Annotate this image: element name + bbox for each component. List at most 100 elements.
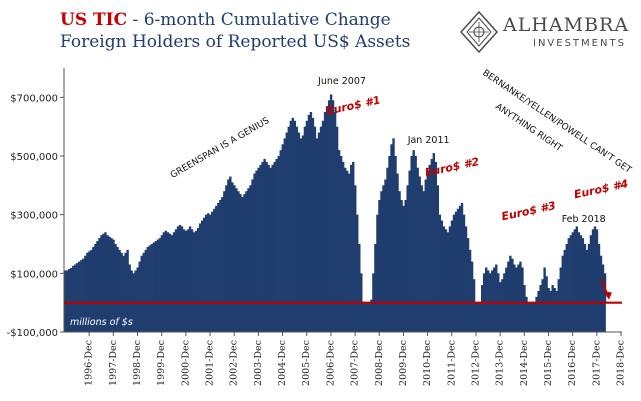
bar bbox=[487, 270, 490, 303]
bar bbox=[104, 232, 107, 303]
bar bbox=[444, 229, 448, 303]
bar bbox=[86, 252, 89, 303]
bar bbox=[420, 185, 423, 303]
bar bbox=[66, 270, 69, 303]
bar bbox=[271, 164, 274, 303]
bar bbox=[180, 226, 184, 303]
bar bbox=[166, 232, 170, 303]
bar bbox=[251, 179, 254, 303]
bar bbox=[513, 264, 516, 303]
bar bbox=[410, 156, 413, 303]
bar bbox=[261, 161, 264, 303]
bar bbox=[380, 191, 383, 303]
annotation-label: Jan 2011 bbox=[407, 135, 450, 146]
bar bbox=[545, 276, 548, 303]
bar bbox=[285, 132, 288, 303]
x-tick-label: 2010-Dec bbox=[422, 340, 433, 386]
bar bbox=[553, 288, 556, 303]
bar bbox=[565, 244, 568, 303]
bar bbox=[200, 220, 204, 303]
bar bbox=[462, 214, 466, 303]
x-tick-label: 1999-Dec bbox=[156, 340, 167, 386]
bar bbox=[74, 264, 77, 303]
bar bbox=[297, 132, 301, 303]
bar bbox=[88, 251, 91, 303]
units-note: millions of $s bbox=[70, 317, 133, 328]
bar bbox=[360, 273, 363, 303]
bar bbox=[158, 238, 162, 303]
bar bbox=[456, 208, 460, 303]
bar bbox=[309, 112, 313, 303]
bar bbox=[196, 227, 200, 303]
bar bbox=[569, 235, 572, 303]
bar bbox=[132, 273, 135, 303]
bar bbox=[126, 249, 129, 303]
bar bbox=[557, 279, 560, 303]
bar bbox=[82, 258, 85, 303]
bar bbox=[577, 232, 581, 303]
bar bbox=[293, 120, 297, 303]
bar bbox=[192, 232, 196, 303]
bar bbox=[515, 267, 518, 303]
bar bbox=[267, 164, 270, 303]
x-tick-label: 2014-Dec bbox=[519, 340, 530, 386]
bar bbox=[253, 173, 256, 303]
bar bbox=[472, 279, 476, 303]
bar bbox=[124, 252, 127, 303]
bar bbox=[156, 239, 160, 303]
bar bbox=[573, 229, 577, 303]
bar bbox=[231, 182, 234, 303]
y-tick-label: $700,000 bbox=[10, 93, 58, 104]
bar bbox=[370, 299, 373, 303]
bar bbox=[501, 279, 504, 303]
bar bbox=[112, 239, 115, 303]
bar bbox=[436, 185, 440, 303]
bar bbox=[130, 270, 133, 303]
x-tick-label: 2015-Dec bbox=[543, 340, 554, 386]
bar bbox=[422, 191, 425, 303]
bar bbox=[585, 249, 589, 303]
x-tick-label: 2003-Dec bbox=[253, 340, 264, 386]
bar bbox=[583, 244, 587, 303]
bar bbox=[64, 270, 67, 303]
bar bbox=[203, 217, 206, 303]
bar bbox=[339, 156, 343, 303]
bar bbox=[341, 161, 345, 303]
bar bbox=[136, 267, 139, 303]
bar bbox=[235, 188, 238, 303]
bar bbox=[263, 158, 266, 303]
bar bbox=[404, 200, 407, 303]
bar bbox=[541, 279, 544, 303]
bar bbox=[442, 226, 446, 303]
bar bbox=[265, 161, 268, 303]
bar bbox=[511, 258, 514, 303]
bar bbox=[182, 229, 186, 303]
x-tick-label: 2011-Dec bbox=[446, 340, 457, 386]
x-tick-label: 1997-Dec bbox=[108, 340, 119, 386]
alhambra-logo: ALHAMBRA INVESTMENTS bbox=[459, 10, 635, 58]
bar bbox=[354, 185, 357, 303]
bar bbox=[327, 100, 331, 303]
bar bbox=[406, 185, 409, 303]
annotation-label: Euro$ #2 bbox=[424, 155, 481, 179]
bar bbox=[384, 179, 387, 303]
bar bbox=[454, 211, 458, 303]
bar bbox=[390, 144, 393, 303]
bar bbox=[211, 211, 214, 303]
bar bbox=[549, 290, 552, 303]
bar bbox=[517, 264, 520, 303]
bar bbox=[313, 126, 317, 303]
bar bbox=[319, 126, 323, 303]
bar bbox=[227, 179, 230, 303]
bar bbox=[468, 249, 472, 303]
bar bbox=[424, 179, 427, 303]
bar bbox=[438, 214, 442, 303]
bar bbox=[279, 150, 282, 303]
x-tick-label: 2007-Dec bbox=[350, 340, 361, 386]
bar bbox=[408, 170, 411, 303]
bar bbox=[90, 249, 93, 303]
bar bbox=[237, 191, 240, 303]
bar bbox=[440, 220, 444, 303]
y-tick-label: -$100,000 bbox=[7, 328, 58, 339]
